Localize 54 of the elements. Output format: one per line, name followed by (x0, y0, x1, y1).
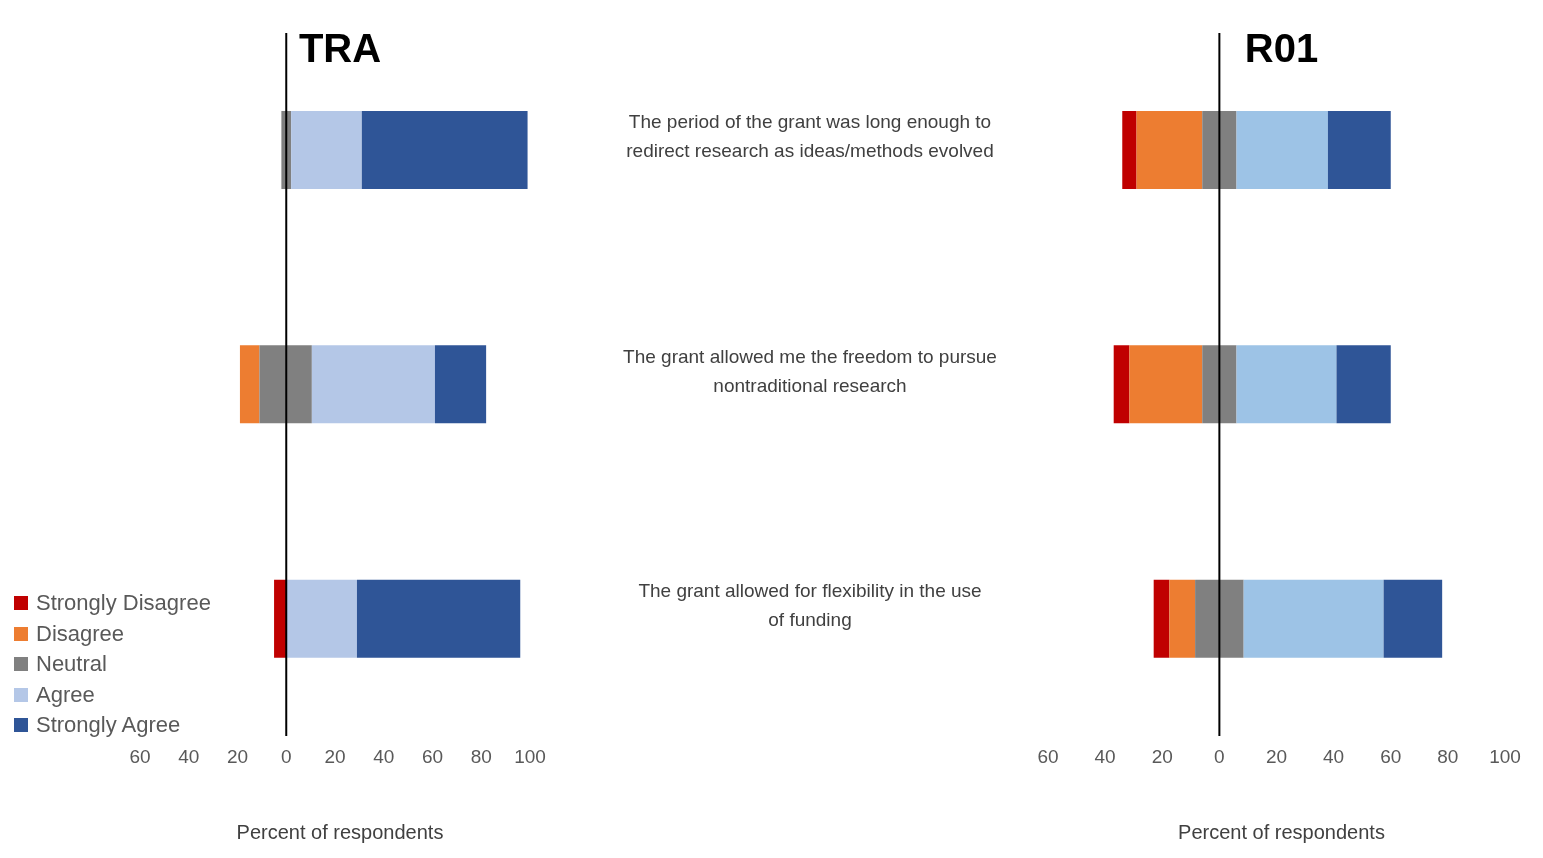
x-tick-label: 80 (470, 746, 492, 768)
bar (361, 111, 528, 189)
bar (356, 579, 521, 658)
x-axis-title: Percent of respondents (1177, 821, 1386, 844)
x-tick-label: 40 (1094, 746, 1116, 768)
bar (311, 345, 435, 424)
legend-label: Agree (36, 681, 95, 708)
x-tick-label: 40 (1323, 746, 1345, 768)
legend-label: Strongly Disagree (36, 590, 211, 617)
bar (1195, 579, 1244, 658)
bar (1202, 111, 1237, 189)
bar (1236, 111, 1328, 189)
x-tick-label: 20 (1265, 746, 1288, 768)
x-tick-label: 20 (1151, 746, 1173, 768)
x-tick-label: 0 (280, 746, 292, 768)
x-tick-label: 60 (1380, 746, 1402, 768)
bar (286, 579, 357, 658)
bar (1129, 345, 1203, 424)
bar (259, 345, 312, 424)
legend-label: Disagree (36, 620, 125, 647)
chart-title: TRA (297, 26, 383, 71)
bar (1243, 579, 1384, 658)
bar (1383, 579, 1443, 658)
y-tick-label: The period of the grant was long enough to redirect research as ideas/methods evolved (626, 111, 994, 162)
bar (1122, 111, 1137, 189)
x-tick-label: 20 (226, 746, 249, 768)
x-tick-label: 20 (324, 746, 346, 768)
bar (1153, 579, 1170, 658)
bar (274, 579, 287, 658)
bar (1169, 579, 1196, 658)
x-tick-label: 0 (1214, 746, 1225, 768)
x-tick-label: 100 (514, 746, 546, 768)
y-tick-label: The grant allowed me the freedom to pursue nontraditional research (623, 345, 997, 396)
x-tick-label: 60 (129, 746, 151, 768)
x-axis-title: Percent of respondents (235, 821, 445, 844)
bar (434, 345, 487, 424)
legend-label: Neutral (36, 651, 107, 678)
bar (291, 111, 362, 189)
x-tick-label: 100 (1489, 746, 1521, 768)
bar (1336, 345, 1391, 424)
bar (239, 345, 260, 424)
x-tick-label: 40 (373, 746, 395, 768)
x-tick-label: 60 (1037, 746, 1059, 768)
bar (1136, 111, 1203, 189)
bar (1202, 345, 1237, 424)
chart-title: R01 (1243, 26, 1320, 71)
bar (1327, 111, 1391, 189)
legend-label: Strongly Agree (36, 712, 181, 739)
x-tick-label: 40 (178, 746, 200, 768)
y-tick-label: The grant allowed for flexibility in the use of funding (638, 579, 982, 630)
bar (1113, 345, 1130, 424)
bar (1236, 345, 1337, 424)
x-tick-label: 80 (1437, 746, 1459, 768)
x-tick-label: 60 (421, 746, 444, 768)
